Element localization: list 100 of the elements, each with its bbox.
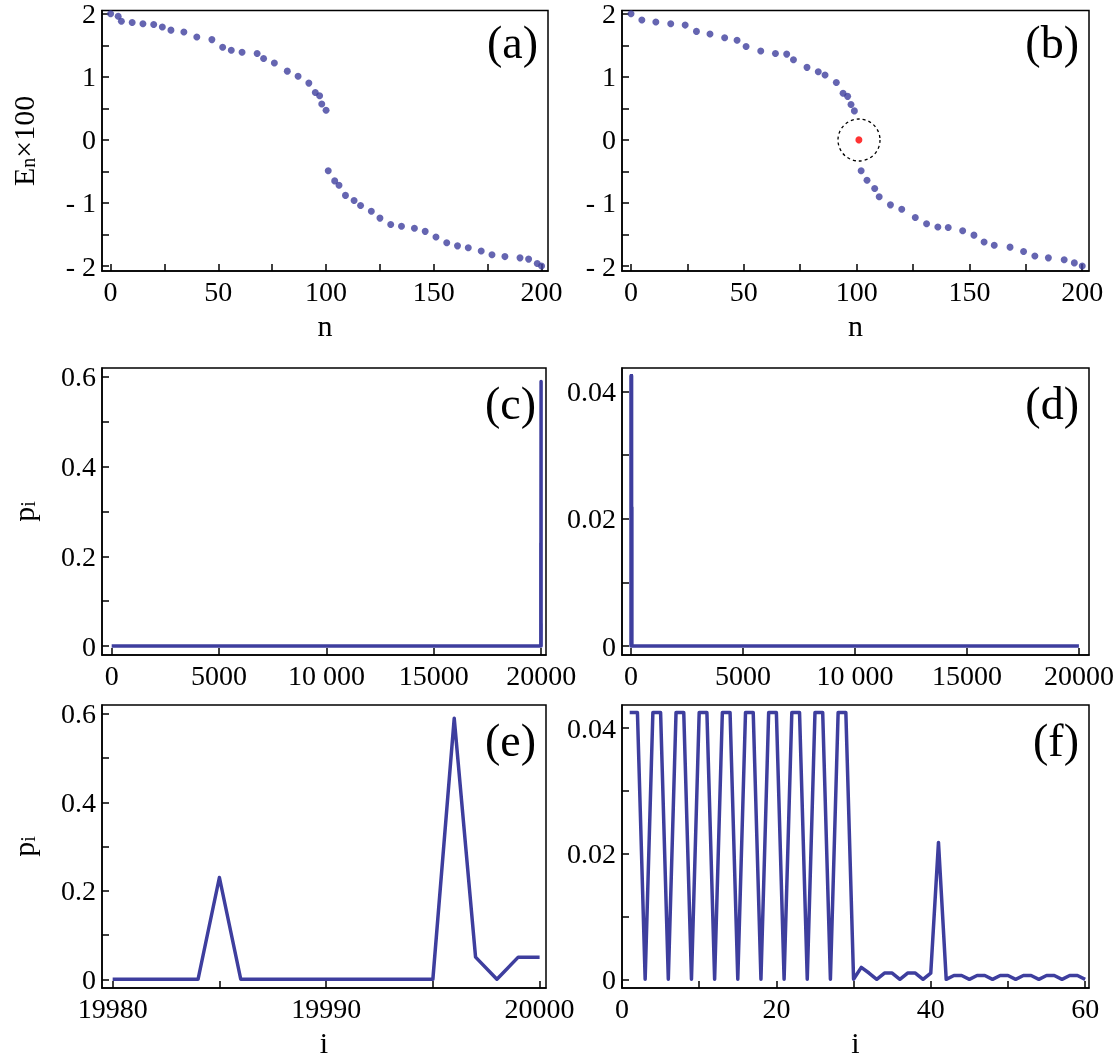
point	[316, 92, 324, 100]
point	[477, 247, 485, 255]
point	[959, 227, 967, 235]
y-tick-label: 0	[82, 630, 96, 662]
x-tick-label: 20000	[1043, 659, 1114, 691]
point	[944, 224, 952, 232]
x-tick-label: 5000	[714, 659, 771, 691]
point	[863, 176, 871, 184]
y-tick-label: 0.4	[61, 451, 96, 483]
y-tick-label: 0.4	[61, 786, 96, 818]
point	[324, 167, 332, 175]
point	[789, 56, 797, 64]
y-tick-label: 0	[602, 630, 616, 662]
point	[733, 36, 741, 44]
y-tick-label: 0.04	[567, 376, 616, 408]
point	[525, 255, 533, 263]
x-tick-label: 0	[104, 659, 119, 691]
point	[128, 19, 136, 27]
y-axis-title: pi	[6, 835, 40, 857]
point	[1070, 259, 1078, 267]
point	[464, 244, 472, 252]
annotation: (e)	[484, 714, 537, 766]
point	[934, 223, 942, 231]
point	[898, 205, 906, 213]
point	[783, 50, 791, 58]
point	[410, 224, 418, 232]
x-tick-label: 100	[305, 275, 348, 307]
annotation: (a)	[486, 16, 539, 68]
y-tick-label: 0.6	[61, 361, 96, 393]
y-tick-label: 0	[602, 124, 616, 156]
line-series	[627, 710, 1087, 982]
point	[875, 193, 883, 201]
point	[771, 49, 779, 57]
y-tick-label: - 1	[585, 187, 616, 219]
x-tick-label: 20000	[506, 659, 577, 691]
point	[443, 239, 451, 247]
point	[294, 72, 302, 80]
point	[208, 36, 216, 44]
y-tick-label: - 1	[65, 187, 96, 219]
point	[757, 47, 765, 55]
annotation: (d)	[1025, 377, 1079, 429]
x-tick-label: 10 000	[816, 659, 894, 691]
point	[667, 20, 675, 28]
point	[398, 222, 405, 230]
y-tick-label: 0.2	[61, 540, 96, 572]
point	[692, 27, 700, 35]
y-axis-title: En×100	[6, 95, 40, 186]
x-tick-label: 10 000	[287, 659, 365, 691]
x-tick-label: 5000	[191, 659, 248, 691]
point	[970, 231, 978, 239]
point	[501, 253, 509, 261]
y-tick-label: 1	[602, 61, 616, 93]
point	[139, 20, 147, 28]
annotation: (b)	[1025, 16, 1079, 68]
point	[238, 48, 246, 56]
point	[387, 220, 395, 228]
point	[742, 43, 750, 51]
point	[814, 68, 822, 76]
point	[886, 201, 894, 209]
x-tick-label: 19980	[77, 992, 148, 1024]
point	[350, 196, 358, 204]
point	[1060, 256, 1068, 264]
y-axis-title: pi	[6, 500, 40, 522]
y-tick-label: 0.04	[567, 712, 616, 744]
x-tick-label: 20	[762, 992, 791, 1024]
point	[871, 184, 879, 192]
point	[627, 10, 635, 18]
x-tick-label: 0	[623, 659, 638, 691]
point	[857, 167, 865, 175]
point	[454, 242, 462, 250]
point	[911, 213, 919, 221]
point	[721, 34, 729, 42]
point	[305, 79, 313, 87]
x-tick-label: 200	[520, 275, 563, 307]
x-tick-label: 0	[103, 275, 118, 307]
x-tick-label: 50	[729, 275, 758, 307]
x-tick-label: 50	[204, 275, 233, 307]
point	[850, 107, 858, 115]
point	[150, 20, 158, 28]
x-tick-label: 150	[412, 275, 455, 307]
annotation: (f)	[1033, 714, 1080, 766]
point	[803, 63, 811, 71]
point	[847, 101, 855, 109]
y-tick-label: 2	[602, 0, 616, 30]
point	[341, 191, 349, 199]
y-tick-label: 0.2	[61, 875, 96, 907]
point	[253, 49, 261, 57]
point	[923, 220, 931, 228]
point	[990, 241, 998, 249]
point	[1020, 248, 1028, 256]
point	[219, 43, 227, 51]
y-tick-label: 0	[82, 124, 96, 156]
point	[260, 55, 268, 63]
x-axis-title: n	[317, 308, 333, 342]
point	[107, 10, 115, 18]
point	[335, 181, 343, 189]
point	[283, 67, 291, 75]
x-tick-label: 60	[1071, 992, 1100, 1024]
y-tick-label: 0.02	[567, 838, 616, 870]
x-tick-label: 15000	[931, 659, 1002, 691]
